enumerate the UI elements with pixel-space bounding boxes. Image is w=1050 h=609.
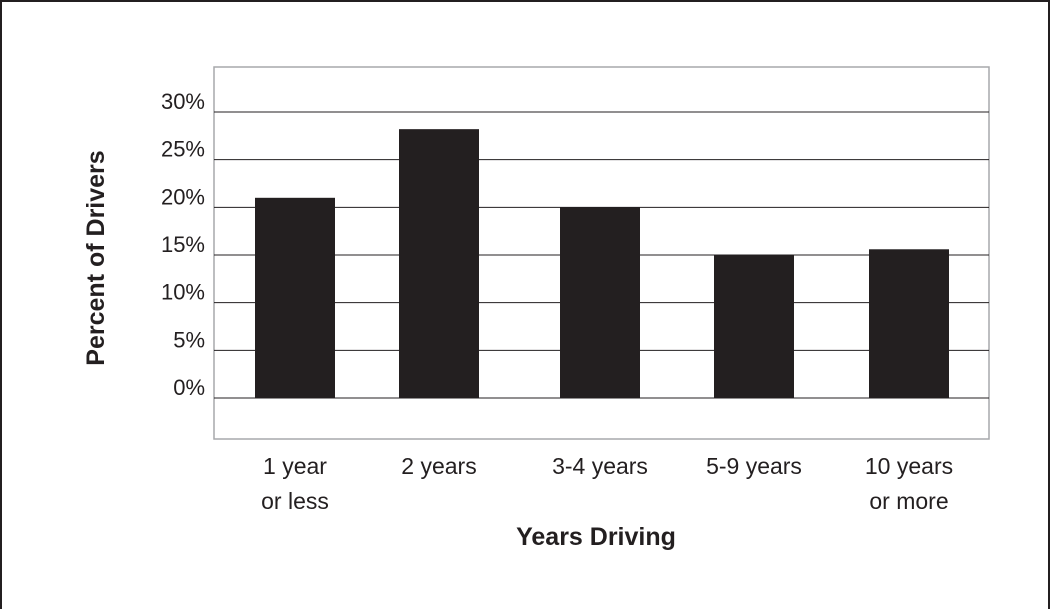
y-tick-label: 0% — [173, 375, 205, 400]
y-tick-labels: 0% 5% 10% 15% 20% 25% 30% — [161, 89, 205, 400]
x-tick-label: 1 year — [263, 453, 327, 479]
y-tick-label: 10% — [161, 280, 205, 305]
gridlines — [214, 111, 989, 399]
x-tick-label: 10 years — [865, 453, 953, 479]
bar — [714, 255, 794, 398]
y-tick-label: 30% — [161, 89, 205, 114]
x-tick-label: or more — [869, 488, 948, 514]
x-tick-label: 2 years — [401, 453, 476, 479]
y-tick-label: 25% — [161, 137, 205, 162]
x-axis-title: Years Driving — [516, 523, 676, 551]
bars — [255, 129, 949, 398]
bar — [255, 197, 335, 398]
bar — [399, 129, 479, 398]
x-tick-label: 3-4 years — [552, 453, 648, 479]
plot-area-border — [213, 66, 990, 440]
x-tick-label: 5-9 years — [706, 453, 802, 479]
bar — [869, 249, 949, 398]
y-tick-label: 5% — [173, 327, 205, 352]
bar — [560, 207, 640, 398]
x-tick-label: or less — [261, 488, 329, 514]
y-tick-label: 15% — [161, 232, 205, 257]
y-tick-label: 20% — [161, 184, 205, 209]
x-tick-labels: 1 year or less 2 years 3-4 years 5-9 years 10… — [261, 453, 953, 514]
y-axis-title: Percent of Drivers — [82, 150, 110, 365]
